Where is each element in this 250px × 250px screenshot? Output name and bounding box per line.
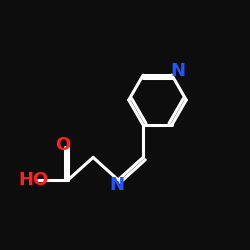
Text: HO: HO <box>18 171 49 189</box>
Text: N: N <box>110 176 124 194</box>
Text: O: O <box>55 136 70 154</box>
Text: N: N <box>170 62 185 80</box>
